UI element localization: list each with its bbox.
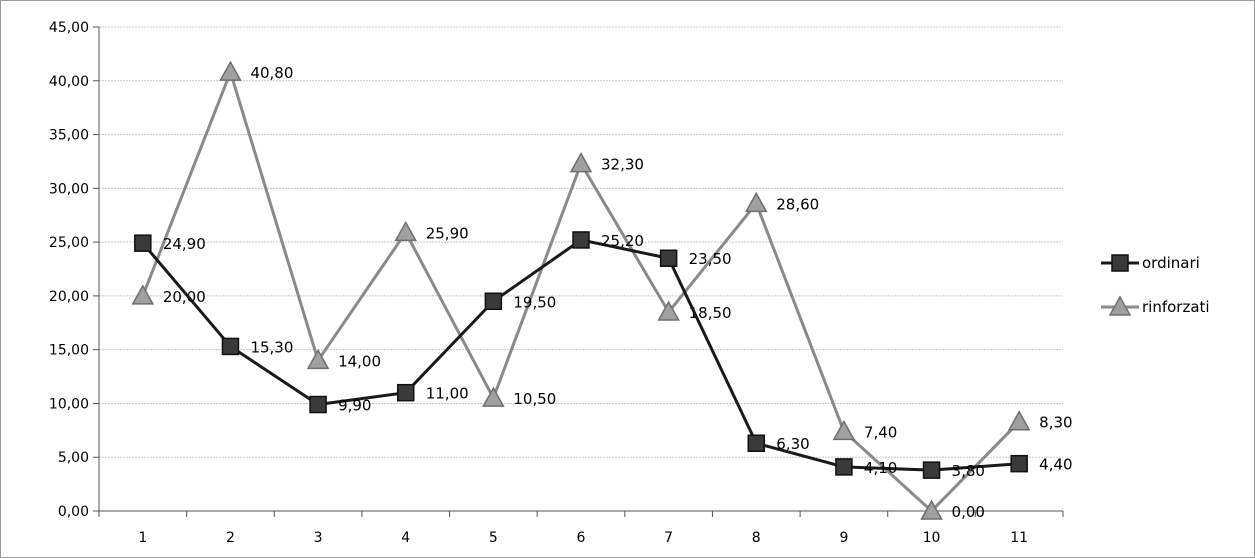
y-tick-label: 10,00 xyxy=(49,396,89,412)
data-label-rinforzati: 25,90 xyxy=(426,224,469,242)
y-tick-label: 15,00 xyxy=(49,343,89,359)
data-label-ordinari: 19,50 xyxy=(513,293,556,311)
series-ordinari: 24,90 15,30 9,90 11,00 19,50 25,20 23,50 6,30 4,… xyxy=(134,231,1073,480)
x-tick-label: 1 xyxy=(138,530,147,546)
y-tick-label: 5,00 xyxy=(58,450,89,466)
data-point-ordinari xyxy=(1010,454,1028,473)
y-tick-label: 0,00 xyxy=(58,504,89,520)
data-point-rinforzati xyxy=(920,499,943,520)
data-label-rinforzati: 14,00 xyxy=(338,352,381,370)
data-label-rinforzati: 10,50 xyxy=(513,390,556,408)
y-axis-ticks: 0,00 5,00 10,00 15,00 20,00 25,00 30,00 35,00 40… xyxy=(49,20,99,520)
data-point-rinforzati xyxy=(219,60,242,81)
legend-item-ordinari: ordinari xyxy=(1101,254,1200,272)
data-point-ordinari xyxy=(134,234,152,252)
data-label-rinforzati: 8,30 xyxy=(1039,414,1072,432)
y-tick-label: 30,00 xyxy=(49,181,89,197)
data-point-rinforzati xyxy=(306,348,330,370)
data-point-rinforzati xyxy=(131,284,155,305)
data-label-ordinari: 25,20 xyxy=(601,232,644,250)
x-tick-label: 10 xyxy=(923,530,941,546)
legend-marker-rinforzati xyxy=(1108,295,1132,316)
series-group: 20,00 40,80 14,00 25,90 10,50 32,30 18,50 28,60… xyxy=(131,60,1073,521)
data-label-ordinari: 23,50 xyxy=(689,250,732,268)
data-label-rinforzati: 32,30 xyxy=(601,156,644,174)
data-label-rinforzati: 7,40 xyxy=(864,423,897,441)
data-point-rinforzati xyxy=(657,300,680,321)
data-label-rinforzati: 20,00 xyxy=(163,288,206,306)
data-point-ordinari xyxy=(835,458,853,476)
data-label-ordinari: 15,30 xyxy=(250,338,293,356)
data-label-rinforzati: 18,50 xyxy=(689,304,732,322)
data-point-rinforzati xyxy=(569,152,593,173)
data-point-ordinari xyxy=(484,292,503,311)
y-tick-label: 40,00 xyxy=(49,74,89,90)
data-point-ordinari xyxy=(922,461,941,479)
x-tick-label: 9 xyxy=(839,530,848,546)
data-label-rinforzati: 0,00 xyxy=(952,503,985,521)
x-tick-label: 11 xyxy=(1010,530,1028,546)
data-label-ordinari: 24,90 xyxy=(163,235,206,253)
data-label-ordinari: 4,40 xyxy=(1039,456,1072,474)
data-point-ordinari xyxy=(396,383,415,402)
x-tick-label: 3 xyxy=(314,530,323,546)
data-point-rinforzati xyxy=(744,191,768,213)
data-label-ordinari: 9,90 xyxy=(338,397,371,415)
data-point-ordinari xyxy=(572,231,590,249)
legend-label: rinforzati xyxy=(1142,298,1210,316)
x-tick-label: 5 xyxy=(489,530,498,546)
x-tick-label: 7 xyxy=(664,530,673,546)
data-label-ordinari: 4,10 xyxy=(864,459,897,477)
axes xyxy=(98,27,1063,512)
data-point-rinforzati xyxy=(1007,410,1031,431)
data-label-ordinari: 11,00 xyxy=(426,385,469,403)
data-point-rinforzati xyxy=(482,386,505,407)
series-rinforzati: 20,00 40,80 14,00 25,90 10,50 32,30 18,50 28,60… xyxy=(131,60,1073,521)
legend-item-rinforzati: rinforzati xyxy=(1101,295,1210,316)
y-tick-label: 25,00 xyxy=(49,235,89,251)
data-label-ordinari: 3,80 xyxy=(952,462,985,480)
y-tick-label: 35,00 xyxy=(49,128,89,144)
data-point-ordinari xyxy=(659,249,678,267)
data-label-rinforzati: 28,60 xyxy=(776,195,819,213)
data-point-ordinari xyxy=(309,395,327,414)
series-line-rinforzati xyxy=(141,70,1021,513)
x-tick-label: 4 xyxy=(401,530,410,546)
legend: ordinari rinforzati xyxy=(1101,254,1210,316)
x-tick-label: 8 xyxy=(752,530,761,546)
data-point-rinforzati xyxy=(832,419,856,441)
legend-marker-ordinari xyxy=(1111,254,1129,272)
data-point-ordinari xyxy=(747,434,766,452)
data-label-ordinari: 6,30 xyxy=(776,435,809,453)
y-tick-label: 45,00 xyxy=(49,20,89,36)
x-tick-label: 2 xyxy=(226,530,235,546)
data-point-rinforzati xyxy=(394,220,418,242)
x-axis-ticks: 1 2 3 4 5 6 7 8 9 10 11 xyxy=(98,511,1064,546)
y-tick-label: 20,00 xyxy=(49,289,89,305)
legend-label: ordinari xyxy=(1142,254,1200,272)
x-tick-label: 6 xyxy=(577,530,586,546)
data-label-rinforzati: 40,80 xyxy=(250,64,293,82)
data-point-ordinari xyxy=(221,337,240,356)
